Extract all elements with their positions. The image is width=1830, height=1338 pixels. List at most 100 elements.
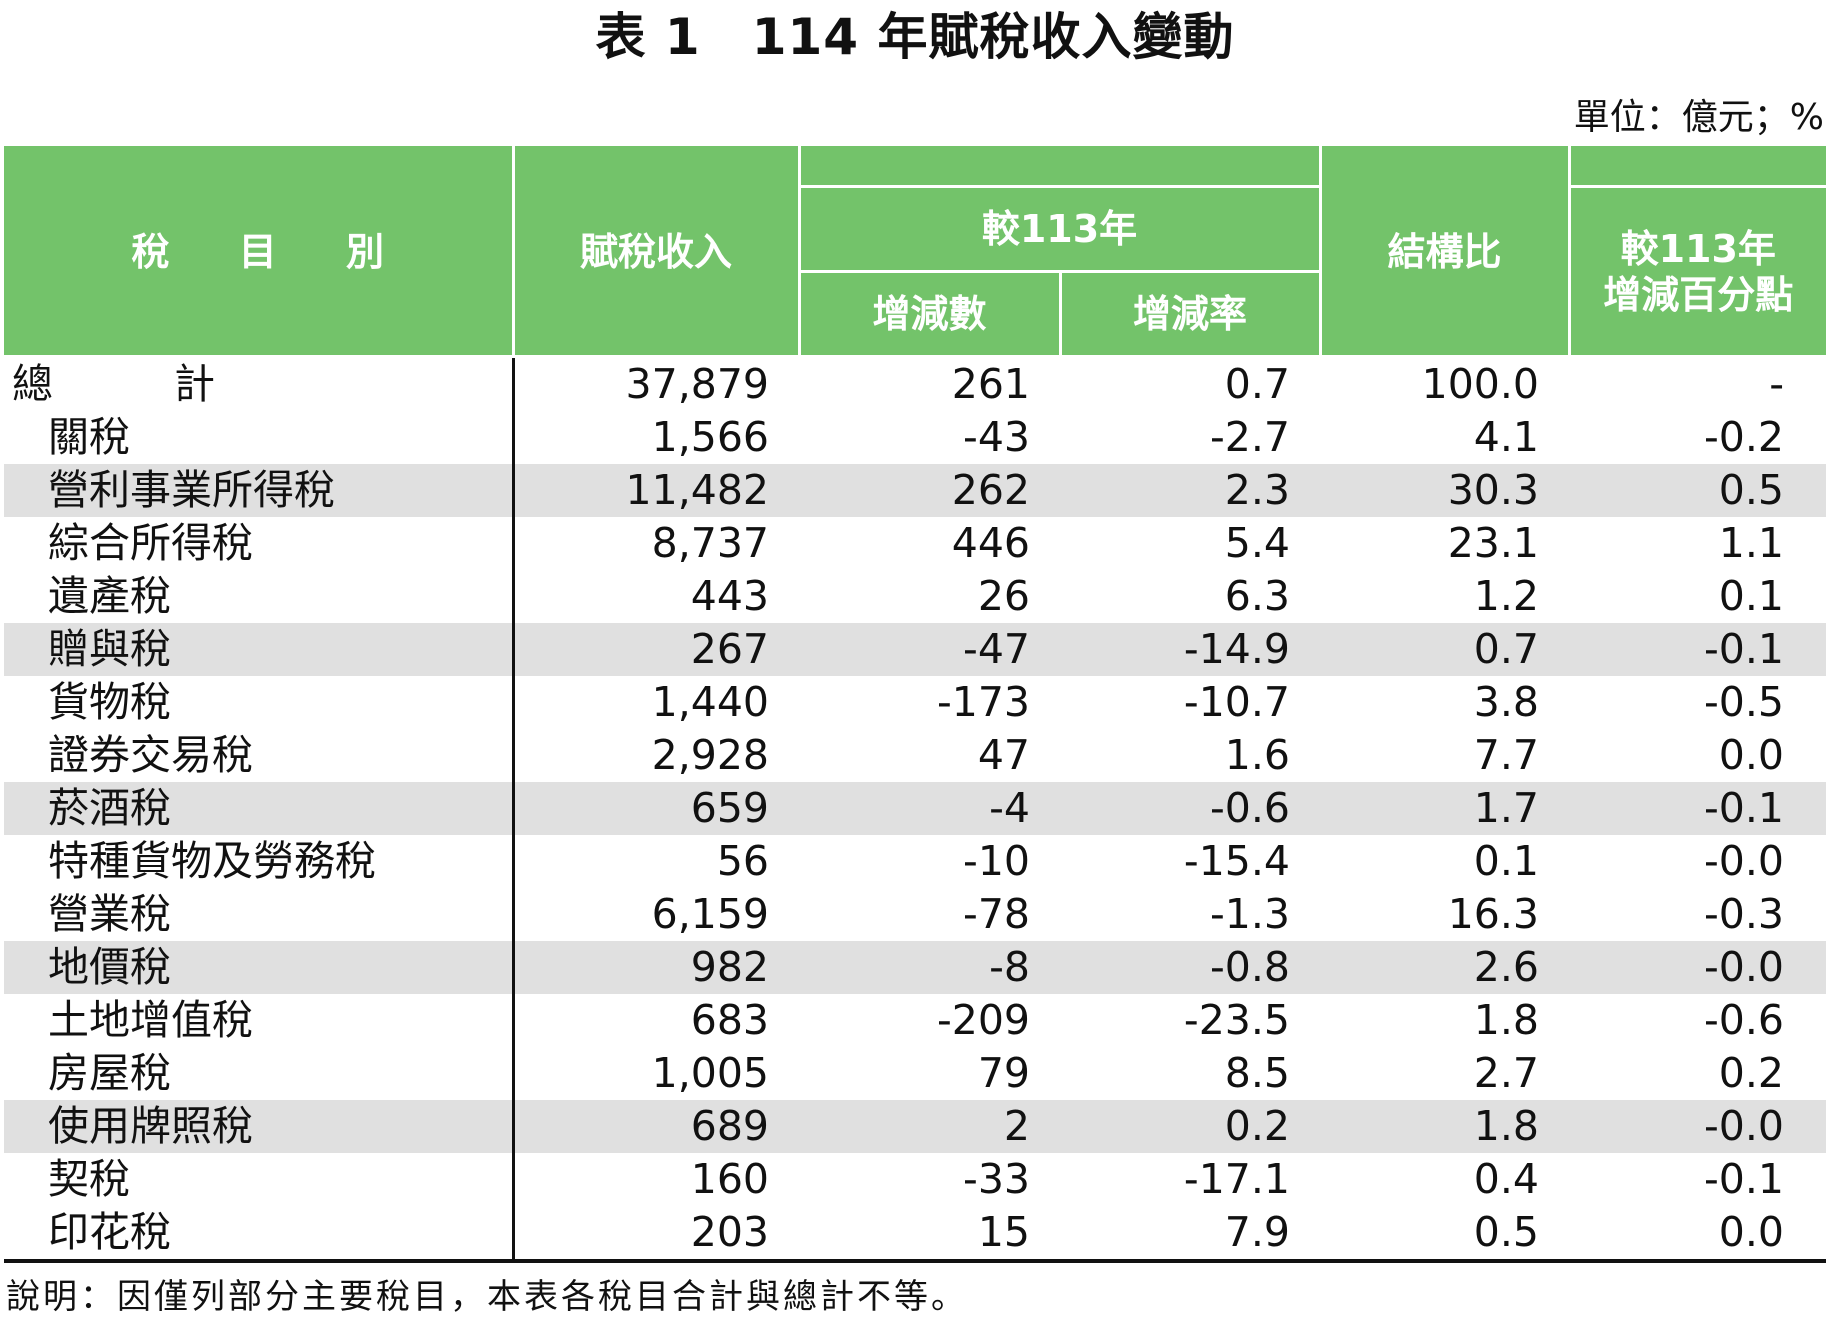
- tax-item-cell: 房屋稅: [4, 1047, 515, 1100]
- tax-item-cell: 土地增值稅: [4, 994, 515, 1047]
- tax-item-name: 房屋稅: [48, 1049, 171, 1097]
- pp-change-value: 0.5: [1569, 464, 1826, 517]
- table-row: 綜合所得稅 8,737 446 5.4 23.1 1.1: [4, 517, 1826, 570]
- revenue-value: 443: [690, 572, 769, 620]
- change-rate-value: 0.2: [1060, 1100, 1320, 1153]
- change-rate-value: 0.7: [1224, 360, 1290, 408]
- pp-change-value: -0.5: [1704, 678, 1784, 726]
- change-rate-value: -23.5: [1183, 996, 1290, 1044]
- pp-change-value: 0.0: [1569, 1206, 1826, 1263]
- revenue-value: 11,482: [513, 464, 799, 517]
- change-rate-value: 6.3: [1224, 572, 1290, 620]
- change-amount-value: 261: [951, 360, 1030, 408]
- header-structure: 結構比: [1318, 146, 1571, 358]
- header-change-rate: 增減率: [1058, 270, 1322, 358]
- header-spacer: [797, 146, 1322, 187]
- change-amount-value: -33: [963, 1155, 1030, 1203]
- revenue-value: 1,005: [651, 1049, 769, 1097]
- change-amount-value: -47: [799, 623, 1060, 676]
- change-amount-value: 26: [977, 572, 1030, 620]
- change-amount-value: 2: [799, 1100, 1060, 1153]
- change-rate-value: 5.4: [1224, 519, 1290, 567]
- tax-item-name: 地價稅: [48, 943, 171, 991]
- pp-change-value: 0.0: [1718, 731, 1784, 779]
- tax-item-name: 貨物稅: [48, 678, 171, 726]
- pp-change-value: -0.2: [1704, 413, 1784, 461]
- change-amount-value: 446: [951, 519, 1030, 567]
- change-rate-value: -17.1: [1183, 1155, 1290, 1203]
- revenue-value: 8,737: [651, 519, 769, 567]
- table-row: 土地增值稅 683 -209 -23.5 1.8 -0.6: [4, 994, 1826, 1047]
- tax-item-cell: 證券交易稅: [4, 729, 515, 782]
- header-vs113: 較113年: [797, 185, 1322, 273]
- tax-item-cell: 總 計: [4, 356, 515, 411]
- revenue-value: 2,928: [651, 731, 769, 779]
- revenue-value: 689: [513, 1100, 799, 1153]
- table-row: 總 計 37,879 261 0.7 100.0 -: [4, 356, 1826, 411]
- tax-item-cell: 關稅: [4, 411, 515, 464]
- structure-ratio-value: 7.7: [1473, 731, 1539, 779]
- tax-item-cell: 特種貨物及勞務稅: [4, 835, 515, 888]
- tax-item-cell: 地價稅: [4, 941, 515, 994]
- header-change-amount: 增減數: [797, 270, 1062, 358]
- tax-item-cell: 營利事業所得稅: [4, 464, 515, 517]
- revenue-value: 659: [513, 782, 799, 835]
- tax-item-cell: 遺產稅: [4, 570, 515, 623]
- change-rate-value: -10.7: [1183, 678, 1290, 726]
- table-row: 印花稅 203 15 7.9 0.5 0.0: [4, 1206, 1826, 1263]
- tax-item-name: 贈與稅: [48, 625, 171, 673]
- revenue-value: 37,879: [625, 360, 769, 408]
- pp-change-value: -0.0: [1569, 941, 1826, 994]
- header-pp-change-line1: 較113年: [1620, 226, 1776, 271]
- table-row: 房屋稅 1,005 79 8.5 2.7 0.2: [4, 1047, 1826, 1100]
- tax-item-name: 特種貨物及勞務稅: [48, 837, 376, 885]
- structure-ratio-value: 1.8: [1320, 1100, 1569, 1153]
- table-title: 表 1 114 年賦稅收入變動: [595, 8, 1235, 66]
- pp-change-value: 1.1: [1718, 519, 1784, 567]
- pp-change-value: -0.1: [1704, 1155, 1784, 1203]
- tax-item-name: 契稅: [48, 1155, 130, 1203]
- structure-ratio-value: 4.1: [1473, 413, 1539, 461]
- structure-ratio-value: 1.2: [1473, 572, 1539, 620]
- structure-ratio-value: 100.0: [1421, 360, 1539, 408]
- tax-item-name: 菸酒稅: [48, 784, 171, 832]
- tax-item-cell: 營業稅: [4, 888, 515, 941]
- change-rate-value: -14.9: [1060, 623, 1320, 676]
- structure-ratio-value: 0.5: [1320, 1206, 1569, 1263]
- tax-item-name: 營利事業所得稅: [48, 466, 335, 514]
- tax-item-cell: 貨物稅: [4, 676, 515, 729]
- revenue-value: 1,566: [651, 413, 769, 461]
- change-rate-value: -2.7: [1210, 413, 1290, 461]
- structure-ratio-value: 1.8: [1473, 996, 1539, 1044]
- pp-change-value: -0.3: [1704, 890, 1784, 938]
- table-row: 契稅 160 -33 -17.1 0.4 -0.1: [4, 1153, 1826, 1206]
- change-amount-value: -43: [963, 413, 1030, 461]
- tax-item-name: 遺產稅: [48, 572, 171, 620]
- tax-item-cell: 契稅: [4, 1153, 515, 1206]
- tax-item-name: 土地增值稅: [48, 996, 253, 1044]
- table-body: 總 計 37,879 261 0.7 100.0 - 關稅 1,566 -43 -2.7 4.1 -0…: [4, 356, 1826, 1263]
- change-amount-value: -78: [963, 890, 1030, 938]
- header-pp-change-line2: 增減百分點: [1603, 272, 1794, 317]
- table-row: 菸酒稅 659 -4 -0.6 1.7 -0.1: [4, 782, 1826, 835]
- table-row: 關稅 1,566 -43 -2.7 4.1 -0.2: [4, 411, 1826, 464]
- table-row: 營利事業所得稅 11,482 262 2.3 30.3 0.5: [4, 464, 1826, 517]
- tax-item-name: 綜合所得稅: [48, 519, 253, 567]
- change-rate-value: 8.5: [1224, 1049, 1290, 1097]
- change-amount-value: -4: [799, 782, 1060, 835]
- tax-item-cell: 印花稅: [4, 1206, 515, 1263]
- revenue-value: 1,440: [651, 678, 769, 726]
- structure-ratio-value: 0.1: [1473, 837, 1539, 885]
- tax-item-name: 總 計: [12, 360, 255, 408]
- change-rate-value: 1.6: [1224, 731, 1290, 779]
- header-category-label: 稅 目 別: [131, 230, 412, 274]
- table-row: 特種貨物及勞務稅 56 -10 -15.4 0.1 -0.0: [4, 835, 1826, 888]
- change-amount-value: 47: [977, 731, 1030, 779]
- pp-change-value: -0.6: [1704, 996, 1784, 1044]
- change-rate-value: -15.4: [1183, 837, 1290, 885]
- structure-ratio-value: 1.7: [1320, 782, 1569, 835]
- change-amount-value: 262: [799, 464, 1060, 517]
- revenue-value: 160: [690, 1155, 769, 1203]
- pp-change-value: -: [1769, 360, 1784, 408]
- table-row: 證券交易稅 2,928 47 1.6 7.7 0.0: [4, 729, 1826, 782]
